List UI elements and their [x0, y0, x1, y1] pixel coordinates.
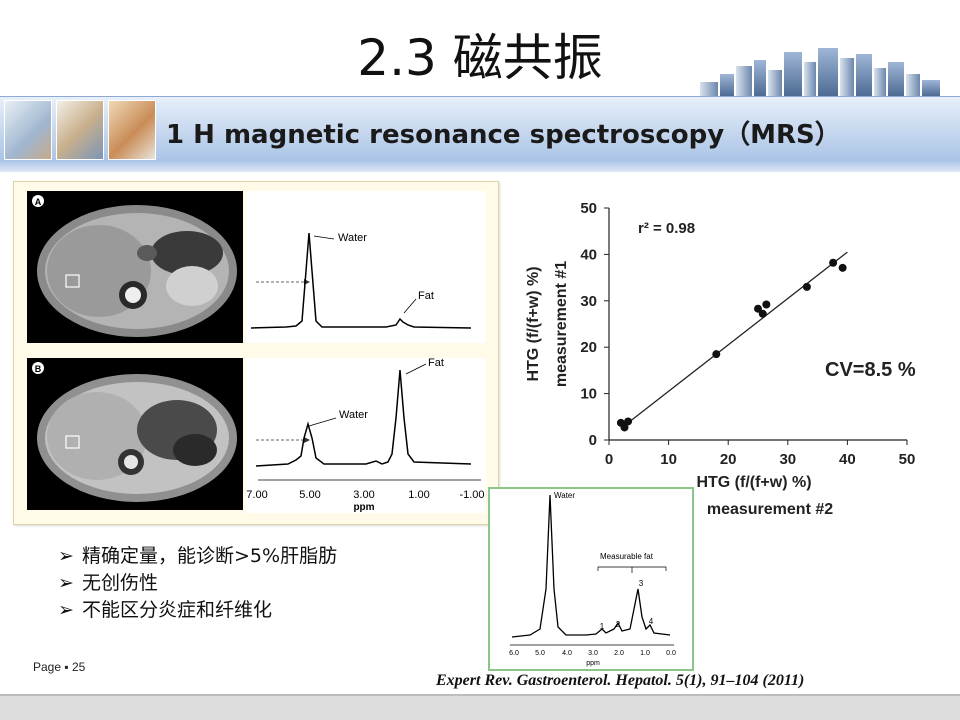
chart-ylabel-2: measurement #1	[553, 261, 570, 387]
chart-points	[616, 258, 847, 432]
spectrum-b-water-label: Water	[339, 409, 368, 421]
ppm-tick-1: 7.00	[246, 489, 267, 501]
chart-data-point	[712, 350, 721, 359]
inset-tick-6: 1.0	[640, 650, 650, 657]
htg-scatter-chart: 0 10 20 30 40 50 0 10 20 30 40 50 r² = 0.98 CV=8.5 …	[525, 200, 916, 518]
inset-tick-7: 0.0	[666, 650, 676, 657]
chart-y-tick-label: 50	[580, 200, 597, 217]
spectrum-a-water-label: Water	[338, 232, 367, 244]
chart-data-point	[624, 417, 633, 426]
chart-data-point	[802, 282, 811, 291]
chart-x-tick-label: 20	[720, 451, 737, 468]
spectrum-b: Water Fat 7.00 5.00 3.00 1.00 -1.00 ppm	[246, 358, 486, 513]
bullet-text: 无创伤性	[82, 572, 159, 594]
ppm-tick-3: 3.00	[353, 489, 374, 501]
chart-data-point	[838, 263, 847, 272]
inset-tick-3: 4.0	[562, 650, 572, 657]
chart-x-tick-label: 50	[899, 451, 916, 468]
chart-ticks: 0 10 20 30 40 50 0 10 20 30 40 50	[580, 200, 915, 468]
inset-fat-label: Measurable fat	[600, 552, 654, 561]
chart-data-point	[754, 304, 762, 313]
footer-divider	[0, 694, 960, 696]
inset-tick-5: 2.0	[614, 650, 624, 657]
inset-unit-label: ppm	[586, 660, 600, 667]
bullet-text: 精确定量，能诊断>5%肝脂肪	[82, 545, 338, 567]
chart-x-tick-label: 10	[660, 451, 677, 468]
chart-y-tick-label: 30	[580, 293, 597, 310]
chart-data-point	[758, 309, 767, 318]
chart-x-tick-label: 40	[839, 451, 856, 468]
ppm-tick-5: -1.00	[459, 489, 484, 501]
city-skyline-image	[700, 48, 940, 96]
medical-photo-2	[56, 100, 104, 160]
bullet-arrow-icon: ➢	[58, 545, 74, 567]
panel-a-label: A	[35, 197, 42, 207]
inset-tick-2: 5.0	[535, 650, 545, 657]
medical-photo-1	[4, 100, 52, 160]
bullet-item-3: ➢ 不能区分炎症和纤维化	[58, 595, 272, 622]
footer-bar	[0, 696, 960, 720]
chart-regression-line	[620, 251, 848, 429]
chart-y-tick-label: 20	[580, 339, 597, 356]
inset-peak-1: 1	[600, 622, 605, 631]
chart-r2-annotation: r² = 0.98	[638, 220, 695, 237]
ppm-tick-2: 5.00	[299, 489, 320, 501]
inset-tick-1: 6.0	[509, 650, 519, 657]
bullet-arrow-icon: ➢	[58, 572, 74, 594]
chart-data-point	[829, 258, 838, 267]
chart-xlabel: HTG (f/(f+w) %)	[696, 474, 811, 491]
chart-y-tick-label: 0	[589, 432, 597, 449]
bullet-arrow-icon: ➢	[58, 599, 74, 621]
citation: Expert Rev. Gastroenterol. Hepatol. 5(1)…	[436, 672, 805, 689]
banner-band	[0, 162, 960, 172]
ppm-unit-label: ppm	[353, 502, 374, 513]
medical-photo-3	[108, 100, 156, 160]
inset-peak-2: 2	[616, 620, 621, 629]
page-number: Page ▪ 25	[33, 660, 86, 674]
slide-title: 2.3 磁共振	[357, 29, 603, 87]
chart-axes	[608, 208, 907, 441]
chart-cv-annotation: CV=8.5 %	[825, 359, 916, 381]
bullet-text: 不能区分炎症和纤维化	[82, 599, 273, 621]
chart-ylabel: HTG (f/(f+w) %)	[525, 266, 542, 381]
inset-water-label: Water	[554, 491, 575, 500]
chart-y-tick-label: 40	[580, 246, 597, 263]
spectrum-a: Water Fat	[246, 191, 486, 343]
bullet-item-2: ➢ 无创伤性	[58, 568, 158, 595]
inset-peak-4: 4	[649, 617, 654, 626]
chart-x-tick-label: 30	[779, 451, 796, 468]
spectrum-a-fat-label: Fat	[418, 290, 434, 302]
inset-spectrum: Water Measurable fat 1 2 3 4 6.0 5.0 4.0…	[488, 487, 694, 671]
section-banner	[0, 96, 960, 163]
inset-peak-3: 3	[639, 579, 644, 588]
bullet-item-1: ➢ 精确定量，能诊断>5%肝脂肪	[58, 541, 337, 568]
chart-xlabel-2: measurement #2	[707, 501, 833, 518]
chart-data-point	[762, 300, 771, 309]
banner-title: 1 H magnetic resonance spectroscopy（MRS）	[166, 120, 841, 150]
chart-x-tick-label: 0	[605, 451, 613, 468]
chart-fit-line	[620, 251, 848, 429]
panel-b-label: B	[35, 364, 42, 374]
chart-y-tick-label: 10	[580, 386, 597, 403]
inset-tick-4: 3.0	[588, 650, 598, 657]
ct-image-a: A	[27, 191, 243, 343]
ppm-tick-4: 1.00	[408, 489, 429, 501]
chart-data-point	[620, 423, 629, 432]
ct-image-b: B	[27, 358, 243, 510]
spectrum-b-fat-label: Fat	[428, 358, 444, 369]
